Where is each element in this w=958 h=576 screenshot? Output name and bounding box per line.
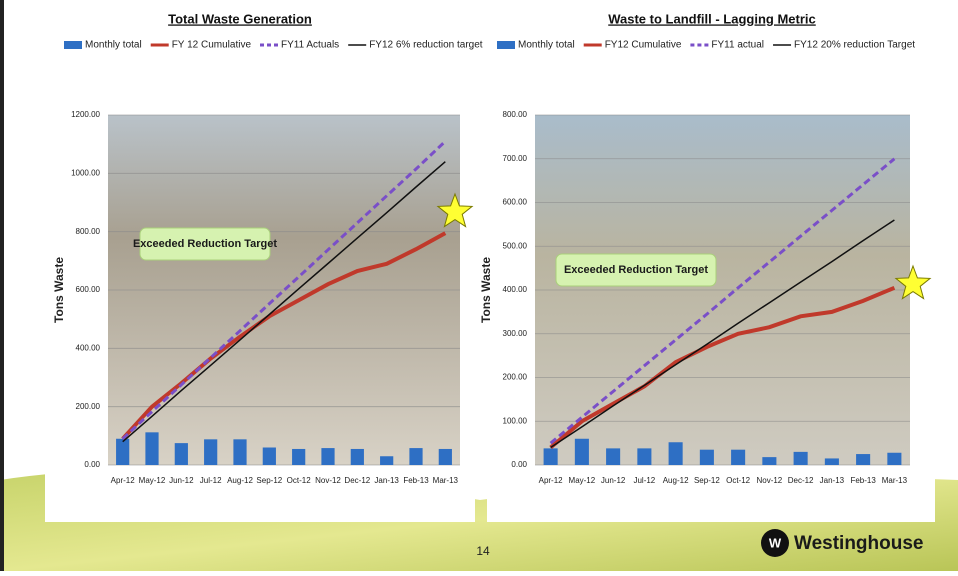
y-tick-label: 100.00	[503, 416, 528, 425]
bar	[856, 454, 871, 465]
bar	[174, 443, 188, 465]
bar	[204, 439, 218, 465]
bar	[668, 442, 683, 465]
bar	[438, 448, 452, 465]
bar	[321, 448, 335, 465]
annotation-box	[555, 253, 717, 287]
x-tick-label: Mar-13	[882, 476, 908, 485]
y-tick-label: 800.00	[76, 227, 101, 236]
brand-name: Westinghouse	[794, 533, 924, 554]
bar	[543, 448, 558, 465]
y-tick-label: 400.00	[503, 285, 528, 294]
y-tick-label: 200.00	[76, 402, 101, 411]
bar	[887, 452, 902, 465]
x-tick-label: Jan-13	[820, 476, 845, 485]
x-tick-label: Apr-12	[111, 476, 136, 485]
bar	[233, 439, 247, 465]
legend-label: Monthly total	[85, 40, 142, 51]
x-tick-label: Jun-12	[169, 476, 194, 485]
y-tick-label: 600.00	[503, 198, 528, 207]
legend-label: FY11 actual	[711, 40, 764, 51]
y-tick-label: 700.00	[503, 154, 528, 163]
legend-label: FY 12 Cumulative	[172, 40, 252, 51]
legend-label: FY12 Cumulative	[605, 40, 682, 51]
bar	[116, 438, 130, 465]
y-tick-label: 0.00	[511, 460, 527, 469]
bar	[262, 447, 276, 465]
y-tick-label: 600.00	[76, 285, 101, 294]
annotation-box	[139, 227, 271, 261]
x-tick-label: Jul-12	[200, 476, 222, 485]
x-tick-label: Nov-12	[315, 476, 341, 485]
annotation: Exceeded Reduction Target	[564, 264, 708, 276]
chart-title: Waste to Landfill - Lagging Metric	[608, 11, 816, 26]
legend-swatch	[64, 41, 82, 49]
legend-label: FY12 6% reduction target	[369, 40, 483, 51]
y-tick-label: 400.00	[76, 343, 101, 352]
bar	[699, 449, 714, 465]
x-tick-label: Oct-12	[726, 476, 751, 485]
legend-label: FY12 20% reduction Target	[794, 40, 915, 51]
x-tick-label: Sep-12	[256, 476, 282, 485]
bar	[606, 448, 621, 465]
y-tick-label: 800.00	[503, 110, 528, 119]
bar	[350, 448, 364, 465]
bar	[380, 456, 394, 465]
x-tick-label: Dec-12	[344, 476, 370, 485]
bar	[292, 448, 306, 465]
bar	[824, 458, 839, 465]
star	[894, 264, 932, 300]
y-axis-label: Tons Waste	[479, 257, 493, 323]
y-tick-label: 1200.00	[71, 110, 100, 119]
bar	[793, 451, 808, 465]
series-line	[121, 140, 447, 440]
brand-logo-mark: W	[769, 535, 782, 550]
left-border	[0, 0, 4, 571]
bar	[762, 457, 777, 465]
bar	[409, 448, 423, 465]
brand-logo	[761, 529, 789, 557]
x-tick-label: Sep-12	[694, 476, 720, 485]
bar	[731, 449, 746, 465]
x-tick-label: Nov-12	[756, 476, 782, 485]
x-tick-label: Feb-13	[403, 476, 429, 485]
x-tick-label: Dec-12	[788, 476, 814, 485]
annotation: Exceeded Reduction Target	[133, 238, 277, 250]
legend-label: FY11 Actuals	[281, 40, 339, 51]
y-tick-label: 200.00	[503, 373, 528, 382]
series-line	[121, 231, 447, 441]
x-tick-label: Feb-13	[850, 476, 876, 485]
bar	[145, 432, 159, 465]
y-tick-label: 500.00	[503, 241, 528, 250]
bar	[637, 448, 652, 465]
x-tick-label: Aug-12	[663, 476, 689, 485]
series-line	[550, 219, 895, 449]
x-tick-label: May-12	[569, 476, 596, 485]
y-axis-label: Tons Waste	[52, 257, 66, 323]
x-tick-label: May-12	[139, 476, 166, 485]
x-tick-label: Jul-12	[633, 476, 655, 485]
series-line	[122, 161, 446, 443]
series-line	[549, 157, 896, 445]
x-tick-label: Oct-12	[287, 476, 312, 485]
x-tick-label: Mar-13	[433, 476, 459, 485]
x-tick-label: Jan-13	[374, 476, 399, 485]
y-tick-label: 0.00	[84, 460, 100, 469]
x-tick-label: Aug-12	[227, 476, 253, 485]
legend-swatch	[497, 41, 515, 49]
x-tick-label: Jun-12	[601, 476, 626, 485]
bar	[574, 438, 589, 465]
legend-label: Monthly total	[518, 40, 575, 51]
series-line	[549, 285, 896, 450]
y-tick-label: 300.00	[503, 329, 528, 338]
chart-title: Total Waste Generation	[168, 11, 312, 26]
star	[436, 192, 474, 228]
x-tick-label: Apr-12	[539, 476, 564, 485]
y-tick-label: 1000.00	[71, 168, 100, 177]
page-number: 14	[476, 544, 490, 558]
